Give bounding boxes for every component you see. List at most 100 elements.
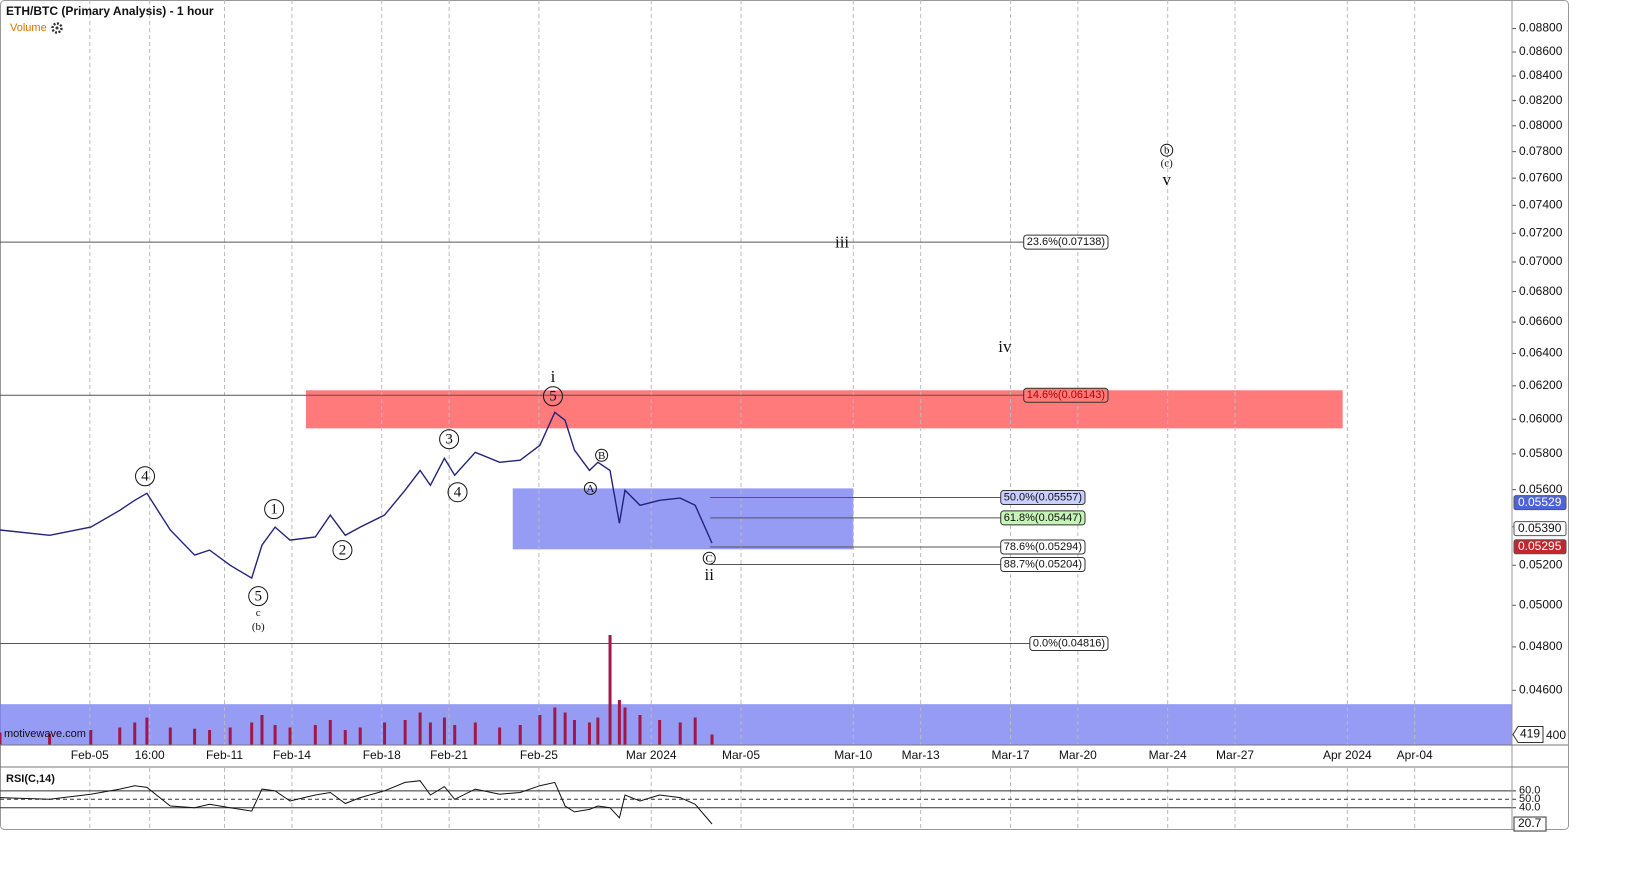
volume-bar xyxy=(608,635,612,745)
fib-label: 14.6%(0.06143) xyxy=(1027,389,1105,401)
zone xyxy=(305,390,1343,429)
wave-circle xyxy=(583,481,597,495)
wave-circle xyxy=(1160,143,1174,157)
volume-label: Volume xyxy=(10,22,47,34)
fib-label: 23.6%(0.07138) xyxy=(1027,236,1105,248)
wave-label: 5 xyxy=(549,389,557,405)
wave-label: 4 xyxy=(454,485,462,501)
wave-circle xyxy=(439,429,460,450)
x-tick-label: Mar-20 xyxy=(1059,748,1097,762)
fib-box xyxy=(1023,387,1109,403)
y-tick-label: 0.05000 xyxy=(1519,597,1563,611)
x-tick-label: Mar-27 xyxy=(1216,748,1254,762)
volume-bar xyxy=(0,732,2,745)
x-tick-label: Apr-04 xyxy=(1397,748,1433,762)
rsi-title: RSI(C,14) xyxy=(6,773,55,785)
y-tick-label: 0.06800 xyxy=(1519,284,1563,298)
volume-bar xyxy=(498,727,502,745)
y-tick-label: 0.06400 xyxy=(1519,346,1563,360)
y-tick-label: 0.07000 xyxy=(1519,254,1563,268)
wave-label: 5 xyxy=(254,589,262,605)
volume-bar xyxy=(553,707,557,745)
y-tick-label: 0.06000 xyxy=(1519,411,1563,425)
value-label: 20.7 xyxy=(1518,816,1542,830)
volume-bar xyxy=(313,725,317,745)
wave-label: b xyxy=(1164,145,1170,157)
wave-label: iv xyxy=(998,337,1012,356)
wave-label: i xyxy=(551,367,556,386)
volume-bar xyxy=(693,717,697,745)
volume-bar xyxy=(250,722,254,745)
volume-bar xyxy=(596,717,600,745)
wave-label: v xyxy=(1162,170,1171,189)
y-tick-label: 40.0 xyxy=(1519,802,1540,814)
fib-label: 61.8%(0.05447) xyxy=(1004,512,1082,524)
volume-bar xyxy=(428,722,432,745)
volume-bar xyxy=(208,730,212,745)
y-tick-label: 400 xyxy=(1546,728,1566,742)
volume-bar xyxy=(518,725,522,745)
volume-bar xyxy=(572,720,576,745)
x-tick-label: Feb-25 xyxy=(520,748,558,762)
volume-bar xyxy=(288,727,292,745)
wave-label: 3 xyxy=(445,432,453,448)
wave-circle xyxy=(264,499,285,520)
volume-bar xyxy=(193,728,197,745)
fib-label: 50.0%(0.05557) xyxy=(1004,491,1082,503)
price-marker-label: 0.05529 xyxy=(1518,495,1562,509)
wave-label: 2 xyxy=(339,543,347,559)
y-tick-label: 0.06600 xyxy=(1519,314,1563,328)
volume-bar xyxy=(623,707,627,745)
y-tick-label: 0.05600 xyxy=(1519,482,1563,496)
volume-bar xyxy=(228,727,232,745)
x-tick-label: Apr 2024 xyxy=(1323,748,1372,762)
price-marker-label: 0.05390 xyxy=(1518,521,1562,535)
x-tick-label: Feb-11 xyxy=(206,748,243,762)
wave-label: 4 xyxy=(141,469,149,485)
volume-bar xyxy=(538,715,542,745)
volume-bar xyxy=(453,725,457,745)
y-tick-label: 0.08800 xyxy=(1519,21,1563,35)
volume-bar xyxy=(678,722,682,745)
price-marker xyxy=(1513,539,1567,555)
x-tick-label: Mar 2024 xyxy=(626,748,677,762)
zone xyxy=(512,488,854,550)
volume-bar xyxy=(328,720,332,745)
fib-box xyxy=(1023,234,1109,250)
fib-label: 0.0%(0.04816) xyxy=(1033,637,1105,649)
wave-label: iii xyxy=(835,232,849,251)
wave-label: (b) xyxy=(252,621,265,633)
chart-title: ETH/BTC (Primary Analysis) - 1 hour xyxy=(6,4,214,18)
value-box xyxy=(1513,816,1547,832)
y-tick-label: 0.08000 xyxy=(1519,118,1563,132)
volume-bar xyxy=(473,722,477,745)
wave-circle xyxy=(135,466,156,487)
wave-label: c xyxy=(256,607,261,619)
volume-bar xyxy=(343,730,347,745)
volume-bar xyxy=(418,712,422,745)
fib-box xyxy=(1029,636,1109,652)
fib-label: 78.6%(0.05294) xyxy=(1004,541,1082,553)
x-tick-label: Mar-10 xyxy=(834,748,872,762)
wave-circle xyxy=(248,586,269,607)
wave-circle xyxy=(447,482,468,503)
settings-icon[interactable] xyxy=(51,22,63,34)
y-tick-label: 0.07600 xyxy=(1519,170,1563,184)
volume-bar xyxy=(638,715,642,745)
x-tick-label: Feb-21 xyxy=(430,748,468,762)
volume-bar xyxy=(658,720,662,745)
volume-bar xyxy=(617,700,621,745)
wave-circle xyxy=(702,551,716,565)
volume-bar xyxy=(133,722,137,745)
x-tick-label: Mar-05 xyxy=(722,748,760,762)
wave-label: (c) xyxy=(1161,158,1174,170)
fib-box xyxy=(1000,510,1086,526)
wave-circle xyxy=(542,386,563,407)
x-tick-label: Mar-17 xyxy=(991,748,1029,762)
x-tick-label: Mar-13 xyxy=(902,748,940,762)
volume-bar xyxy=(145,717,149,745)
volume-bar xyxy=(442,717,446,745)
wave-circle xyxy=(332,540,353,561)
zone xyxy=(0,704,1512,745)
